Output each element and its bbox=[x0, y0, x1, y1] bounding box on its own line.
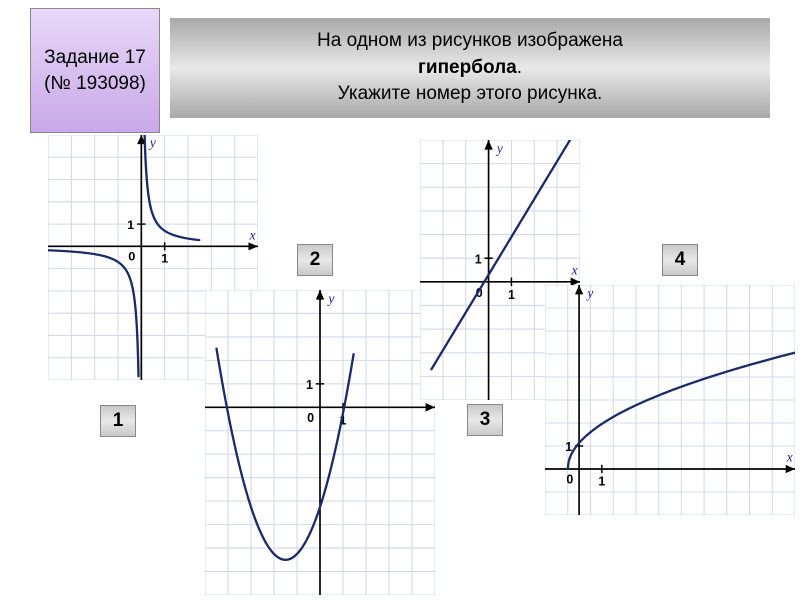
svg-text:0: 0 bbox=[128, 250, 135, 264]
question-after-bold: . bbox=[517, 57, 522, 78]
option-4-label: 4 bbox=[675, 249, 686, 271]
option-1-badge[interactable]: 1 bbox=[100, 405, 136, 437]
svg-text:y: y bbox=[326, 291, 335, 306]
svg-text:x: x bbox=[786, 450, 793, 465]
svg-text:1: 1 bbox=[508, 288, 515, 302]
svg-text:y: y bbox=[495, 141, 504, 156]
svg-text:1: 1 bbox=[306, 378, 313, 392]
question-box: На одном из рисунков изображена гипербол… bbox=[170, 18, 770, 118]
question-line1: На одном из рисунков изображена bbox=[317, 30, 623, 51]
svg-text:y: y bbox=[585, 285, 593, 300]
task-title: Задание 17 (№ 193098) bbox=[44, 45, 146, 96]
svg-text:1: 1 bbox=[475, 252, 482, 266]
svg-text:1: 1 bbox=[127, 218, 134, 232]
option-3-label: 3 bbox=[480, 409, 491, 431]
graph-4: 011xy bbox=[545, 285, 795, 515]
option-3-badge[interactable]: 3 bbox=[467, 404, 503, 436]
task-badge: Задание 17 (№ 193098) bbox=[30, 8, 160, 133]
option-2-badge[interactable]: 2 bbox=[297, 244, 333, 276]
svg-text:1: 1 bbox=[161, 252, 168, 266]
question-text: На одном из рисунков изображена гипербол… bbox=[317, 28, 623, 108]
question-bold: гипербола bbox=[418, 57, 517, 78]
svg-text:0: 0 bbox=[566, 473, 573, 487]
svg-text:y: y bbox=[148, 135, 156, 150]
svg-text:0: 0 bbox=[307, 411, 314, 425]
option-1-label: 1 bbox=[113, 410, 124, 432]
option-2-label: 2 bbox=[310, 249, 321, 271]
svg-text:x: x bbox=[571, 262, 578, 277]
question-line2: Укажите номер этого рисунка. bbox=[338, 83, 603, 104]
option-4-badge[interactable]: 4 bbox=[662, 244, 698, 276]
svg-text:x: x bbox=[248, 228, 255, 243]
svg-text:1: 1 bbox=[598, 475, 605, 489]
graph-2: 011xy bbox=[205, 290, 435, 595]
